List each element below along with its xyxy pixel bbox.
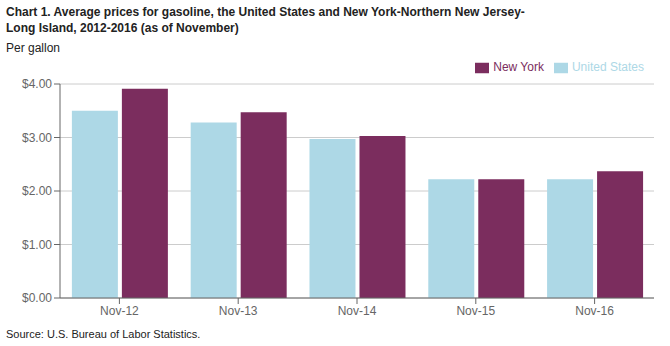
html-text:Source: U.S. Bureau of Labor S: Source: U.S. Bureau of Labor Statistics. (6, 328, 201, 340)
svg-text:Nov-12: Nov-12 (100, 304, 139, 318)
svg-text:Nov-13: Nov-13 (219, 304, 258, 318)
svg-text:$3.00: $3.00 (22, 131, 52, 145)
svg-text:Nov-15: Nov-15 (456, 304, 495, 318)
svg-text:$4.00: $4.00 (22, 77, 52, 91)
svg-text:Nov-14: Nov-14 (338, 304, 377, 318)
svg-text:$1.00: $1.00 (22, 238, 52, 252)
html-text:New York: New York (493, 60, 544, 74)
svg-text:Nov-16: Nov-16 (575, 304, 614, 318)
html-text:Chart 1. Average prices for ga: Chart 1. Average prices for gasoline, th… (6, 5, 525, 19)
html-text:Per gallon: Per gallon (6, 41, 60, 55)
html-text:Long Island, 2012-2016 (as of: Long Island, 2012-2016 (as of November) (6, 21, 239, 35)
html-text:United States: United States (572, 60, 644, 74)
svg-text:$0.00: $0.00 (22, 291, 52, 305)
svg-text:$2.00: $2.00 (22, 184, 52, 198)
